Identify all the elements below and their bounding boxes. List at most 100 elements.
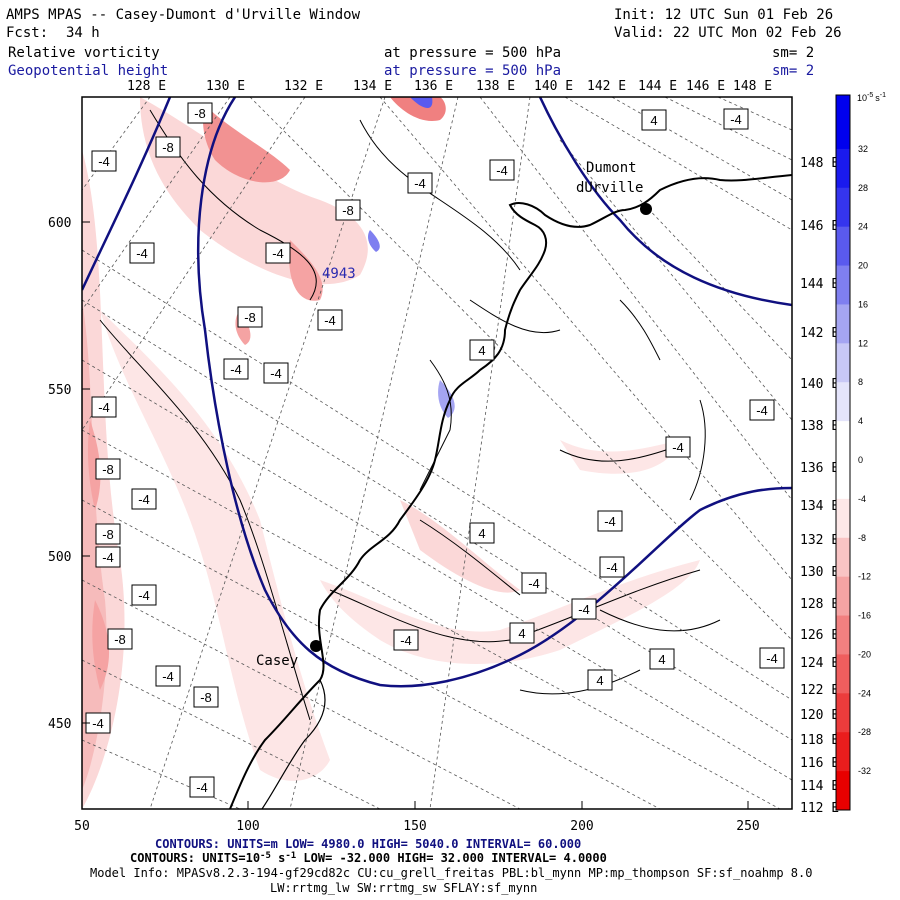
svg-text:-4: -4	[272, 246, 284, 261]
svg-text:-8: -8	[102, 462, 114, 477]
contour-label: -4	[131, 488, 157, 510]
colorbar-cell	[836, 732, 850, 772]
svg-text:128 E: 128 E	[800, 597, 839, 612]
contours-height-info: CONTOURS: UNITS=m LOW= 4980.0 HIGH= 5040…	[155, 837, 581, 851]
svg-text:118 E: 118 E	[800, 733, 839, 748]
svg-text:-4: -4	[604, 514, 616, 529]
field2-name: Geopotential height	[8, 63, 168, 79]
contour-label: 4	[649, 648, 675, 670]
field2-smoothing: sm= 2	[772, 63, 814, 79]
contour-label: -8	[95, 458, 121, 480]
svg-text:146 E: 146 E	[800, 219, 839, 234]
svg-text:144 E: 144 E	[800, 277, 839, 292]
field1-name: Relative vorticity	[8, 45, 160, 61]
contour-label: -4	[91, 150, 117, 172]
svg-text:-4: -4	[230, 362, 242, 377]
svg-text:-4: -4	[270, 366, 282, 381]
svg-text:140 E: 140 E	[800, 377, 839, 392]
svg-text:-8: -8	[342, 203, 354, 218]
svg-text:-4: -4	[414, 176, 426, 191]
casey-label: Casey	[256, 653, 298, 669]
contour-label: -4	[95, 546, 121, 568]
svg-text:200: 200	[570, 819, 593, 834]
colorbar-cell	[836, 654, 850, 694]
colorbar-cell	[836, 382, 850, 422]
contour-label: 4	[509, 622, 535, 644]
contour-label: -4	[407, 172, 433, 194]
colorbar-label: 4	[858, 416, 863, 426]
map-panel: Dumont dUrville Casey 4943 -8 -8 -4 -8 -…	[81, 96, 793, 810]
svg-text:128 E: 128 E	[127, 79, 166, 94]
colorbar-label: -8	[858, 533, 866, 543]
svg-text:4: 4	[650, 113, 657, 128]
forecast-hour-value: 34 h	[66, 25, 100, 41]
colorbar-cell	[836, 343, 850, 383]
svg-text:130 E: 130 E	[206, 79, 245, 94]
height-contour-label: 4943	[322, 266, 356, 282]
colorbar-label: -4	[858, 494, 866, 504]
colorbar-cell	[836, 615, 850, 655]
colorbar-cell	[836, 226, 850, 267]
contour-label: -4	[85, 712, 111, 734]
colorbar-cell	[836, 265, 850, 305]
svg-text:-8: -8	[114, 632, 126, 647]
lon-labels-top: 128 E 130 E 132 E 134 E 136 E 138 E 140 …	[127, 79, 772, 94]
svg-text:4: 4	[658, 652, 665, 667]
geopotential-contours	[82, 97, 792, 688]
svg-text:450: 450	[48, 717, 71, 732]
colorbar-label: -28	[858, 727, 871, 737]
svg-text:142 E: 142 E	[800, 326, 839, 341]
svg-text:-8: -8	[162, 140, 174, 155]
svg-text:-4: -4	[528, 576, 540, 591]
contour-label: -8	[187, 102, 213, 124]
valid-time: Valid: 22 UTC Mon 02 Feb 26	[614, 25, 842, 41]
svg-text:550: 550	[48, 383, 71, 398]
svg-text:-4: -4	[92, 716, 104, 731]
contour-label: -8	[237, 306, 263, 328]
contour-label: -4	[749, 399, 775, 421]
svg-text:-4: -4	[606, 560, 618, 575]
colorbar-label: -24	[858, 688, 871, 698]
svg-text:4: 4	[518, 626, 525, 641]
contour-label: -8	[95, 523, 121, 545]
svg-text:-4: -4	[98, 154, 110, 169]
figure-title: AMPS MPAS -- Casey-Dumont d'Urville Wind…	[6, 7, 361, 23]
contour-label: -8	[155, 136, 181, 158]
contour-label: 4	[641, 109, 667, 131]
contours-vorticity-info: CONTOURS: UNITS=10-5 s-1 LOW= -32.000 HI…	[130, 851, 607, 865]
model-info-line2: LW:rrtmg_lw SW:rrtmg_sw SFLAY:sf_mynn	[270, 881, 537, 895]
colorbar-cell	[836, 576, 850, 617]
svg-text:250: 250	[736, 819, 759, 834]
svg-text:132 E: 132 E	[800, 533, 839, 548]
contour-label: -4	[91, 396, 117, 418]
svg-text:-4: -4	[136, 246, 148, 261]
svg-text:50: 50	[74, 819, 90, 834]
svg-text:-4: -4	[496, 163, 508, 178]
dumont-label: Dumont	[586, 160, 637, 176]
colorbar-cell	[836, 304, 850, 344]
contour-label: 4	[469, 339, 495, 361]
contour-label-boxes: -8 -8 -4 -8 -4 -4 -8 -4 -8 -4 -4 -4 -8 -…	[85, 102, 785, 798]
colorbar-label: -12	[858, 572, 871, 582]
latlon-grid	[82, 97, 792, 809]
contour-label: 4	[469, 522, 495, 544]
svg-text:-4: -4	[756, 403, 768, 418]
dumont-station-marker	[640, 203, 652, 215]
svg-text:-4: -4	[98, 400, 110, 415]
lat-labels-right: 148 E 146 E 144 E 142 E 140 E 138 E 136 …	[800, 156, 839, 816]
svg-text:-4: -4	[196, 780, 208, 795]
svg-text:150: 150	[403, 819, 426, 834]
contour-label: -4	[317, 309, 343, 331]
vorticity-shading	[82, 97, 700, 809]
contour-label: -4	[263, 362, 289, 384]
svg-text:500: 500	[48, 550, 71, 565]
contour-label: -4	[599, 556, 625, 578]
contour-label: -4	[723, 108, 749, 130]
colorbar-label: -32	[858, 766, 871, 776]
svg-text:-4: -4	[730, 112, 742, 127]
svg-text:-4: -4	[138, 588, 150, 603]
colorbar-label: 8	[858, 377, 863, 387]
svg-text:-4: -4	[766, 651, 778, 666]
casey-station-marker	[310, 640, 322, 652]
svg-text:4: 4	[478, 343, 485, 358]
